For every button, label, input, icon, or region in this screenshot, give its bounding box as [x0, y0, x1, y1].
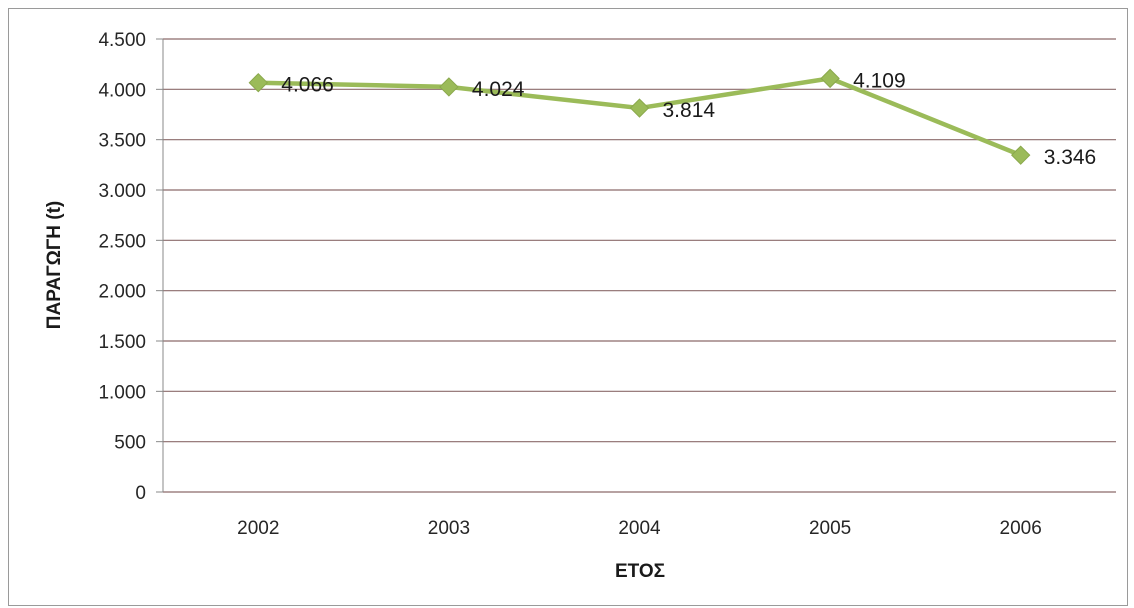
data-labels: 4.066 4.024 3.814 4.109 3.346 — [281, 69, 1096, 169]
x-tick-label: 2004 — [618, 518, 661, 539]
x-axis-ticks: 2002 2003 2004 2005 2006 — [237, 518, 1042, 539]
chart-frame — [8, 8, 1128, 606]
gridlines — [156, 38, 1116, 493]
series-production — [248, 68, 1031, 165]
y-tick-label: 4.500 — [98, 30, 146, 51]
y-tick-label: 0 — [135, 483, 146, 504]
data-point-marker — [439, 77, 459, 97]
data-point-marker — [1010, 145, 1031, 165]
data-label: 3.346 — [1044, 146, 1097, 169]
x-tick-label: 2002 — [237, 518, 279, 539]
y-tick-label: 2.000 — [98, 282, 146, 303]
data-label: 4.024 — [472, 78, 525, 101]
x-tick-label: 2005 — [809, 518, 851, 539]
y-axis-ticks: 0 500 1.000 1.500 2.000 2.500 3.000 3.500 4.000 4… — [98, 30, 146, 504]
data-label: 3.814 — [663, 99, 716, 122]
y-tick-label: 4.000 — [98, 80, 146, 101]
y-tick-label: 500 — [114, 433, 146, 454]
data-point-marker — [820, 68, 840, 89]
y-axis-title: ΠΑΡΑΓΩΓΗ (t) — [44, 201, 65, 329]
y-tick-label: 2.500 — [98, 231, 146, 252]
x-tick-label: 2003 — [428, 518, 470, 539]
data-point-marker — [629, 98, 650, 118]
x-tick-label: 2006 — [1000, 518, 1042, 539]
data-label: 4.066 — [281, 74, 334, 97]
x-axis-title: ΕΤΟΣ — [615, 561, 665, 582]
y-tick-label: 1.000 — [98, 382, 146, 403]
y-tick-label: 1.500 — [98, 332, 146, 353]
data-label: 4.109 — [853, 69, 906, 92]
y-tick-label: 3.000 — [98, 181, 146, 202]
data-point-marker — [248, 72, 269, 93]
y-tick-label: 3.500 — [98, 131, 146, 152]
